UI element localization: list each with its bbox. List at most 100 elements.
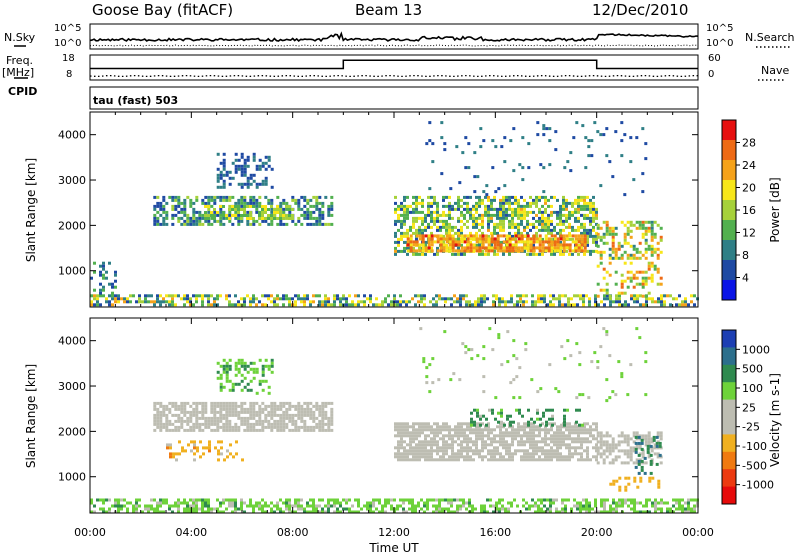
power-cell	[309, 303, 312, 307]
velocity-cell	[500, 408, 503, 412]
velocity-cell	[252, 370, 256, 374]
power-cell	[526, 219, 529, 223]
power-cell	[517, 240, 521, 244]
power-cell	[653, 267, 657, 271]
power-cell	[237, 158, 241, 162]
power-cell	[532, 246, 536, 250]
power-cell	[542, 190, 546, 194]
power-cell	[159, 207, 163, 211]
power-cell	[282, 210, 286, 214]
velocity-cell	[523, 455, 526, 459]
power-cell	[90, 294, 93, 298]
power-cell	[460, 231, 463, 235]
velocity-cell	[397, 434, 400, 438]
velocity-cell	[484, 443, 487, 447]
power-cell	[537, 297, 540, 301]
power-cell	[430, 201, 433, 205]
power-cell	[574, 207, 577, 211]
velocity-cell	[427, 425, 430, 429]
power-cell	[237, 217, 240, 220]
power-cell	[586, 231, 589, 235]
velocity-cell	[469, 446, 472, 450]
power-cell	[415, 234, 419, 238]
power-cell	[481, 222, 484, 226]
velocity-cell	[439, 455, 442, 459]
power-cell	[635, 226, 639, 230]
velocity-cell	[270, 413, 274, 417]
power-cell	[511, 207, 514, 211]
velocity-cell	[387, 498, 390, 502]
power-cell	[511, 210, 514, 214]
velocity-cell	[583, 458, 586, 462]
velocity-cell	[234, 373, 238, 377]
velocity-cell	[249, 404, 253, 408]
power-cell	[632, 244, 636, 248]
velocity-cell	[605, 440, 609, 444]
power-cell	[600, 300, 603, 304]
power-cell	[258, 214, 261, 217]
power-cell	[399, 300, 402, 304]
velocity-cell	[650, 437, 654, 441]
velocity-cell	[219, 510, 222, 514]
velocity-cell	[418, 440, 421, 444]
velocity-cell	[193, 458, 196, 462]
power-cell	[406, 204, 409, 208]
velocity-cell	[547, 437, 550, 441]
power-cell	[499, 210, 502, 214]
velocity-cell	[186, 422, 190, 426]
power-cell	[526, 249, 530, 253]
power-cell	[445, 237, 449, 241]
power-cell	[595, 240, 598, 244]
power-cell	[520, 231, 523, 235]
velocity-cell	[270, 416, 274, 420]
velocity-cell	[483, 504, 486, 508]
power-cell	[464, 136, 468, 140]
power-cell	[255, 303, 258, 307]
power-cell	[574, 240, 578, 244]
power-cell	[204, 205, 207, 208]
power-cell	[303, 210, 307, 214]
power-cell	[599, 133, 603, 137]
power-cell	[243, 167, 247, 171]
power-cell	[660, 297, 663, 301]
velocity-cell	[390, 504, 393, 508]
power-cell	[535, 204, 538, 208]
power-cell	[553, 195, 556, 199]
velocity-cell	[460, 452, 463, 456]
velocity-cell	[523, 428, 526, 432]
power-cell	[216, 294, 219, 298]
power-cell	[629, 160, 633, 164]
power-cell	[421, 198, 424, 202]
power-cell	[582, 294, 585, 298]
velocity-cell	[231, 413, 235, 417]
power-cell	[481, 243, 485, 247]
power-cell	[430, 231, 433, 235]
power-cell	[240, 164, 244, 168]
power-cell	[204, 219, 208, 223]
power-cell	[216, 303, 219, 307]
velocity-cell	[240, 388, 244, 392]
power-cell	[583, 207, 586, 211]
velocity-cell	[156, 413, 160, 417]
velocity-cell	[454, 428, 457, 432]
power-cell	[663, 303, 666, 307]
power-cell	[593, 121, 597, 125]
power-cell	[439, 225, 442, 229]
velocity-cell	[193, 446, 196, 450]
velocity-cell	[568, 455, 571, 459]
velocity-cell	[475, 431, 478, 435]
velocity-cell	[436, 440, 439, 444]
power-cell	[480, 294, 483, 298]
velocity-cell	[318, 498, 321, 502]
power-cell	[463, 222, 466, 226]
velocity-cell	[243, 428, 247, 432]
power-cell	[469, 210, 472, 214]
power-cell	[246, 222, 250, 226]
velocity-cell	[360, 507, 363, 511]
velocity-cell	[611, 449, 615, 453]
power-cell	[99, 282, 102, 286]
velocity-cell	[195, 510, 198, 514]
power-cell	[641, 223, 645, 227]
velocity-cell	[540, 501, 543, 505]
